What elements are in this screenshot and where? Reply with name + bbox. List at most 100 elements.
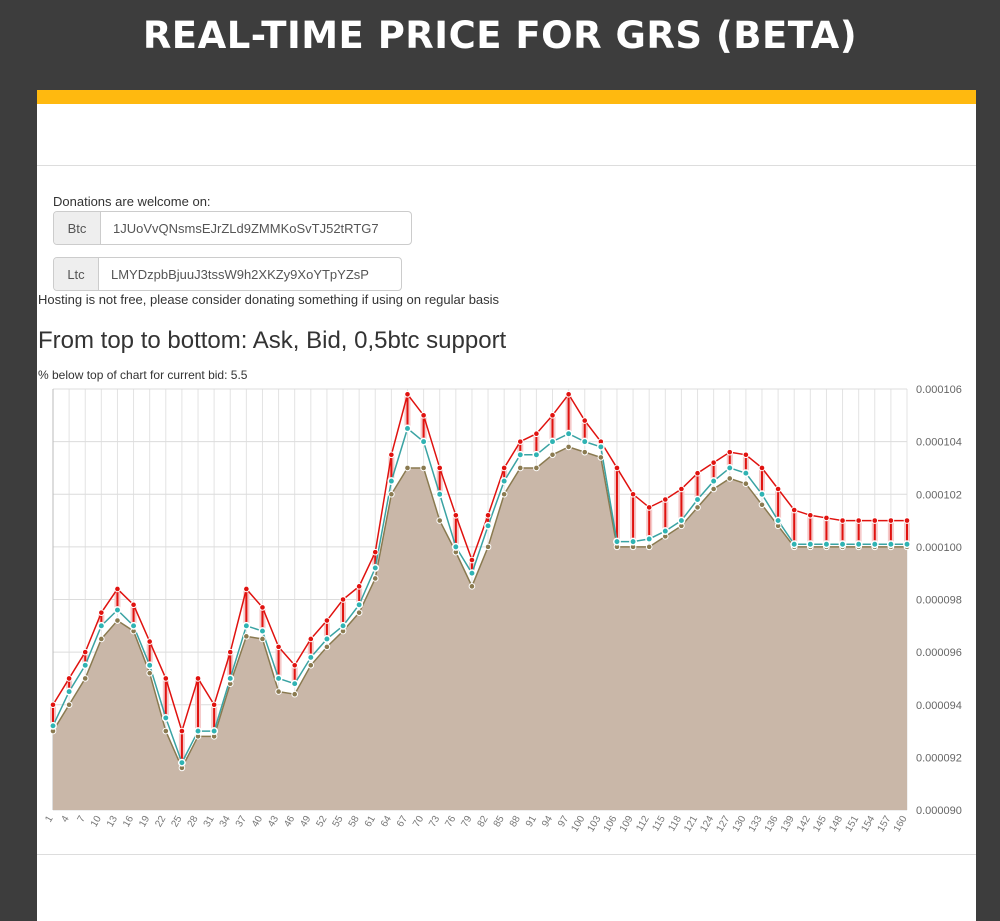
x-tick-label: 7 (76, 814, 89, 825)
ask-point (645, 504, 653, 511)
ask-point (130, 601, 137, 609)
support-point (516, 464, 524, 472)
x-tick-label: 73 (427, 814, 442, 830)
x-tick-label: 151 (843, 814, 861, 834)
bid-point (741, 469, 750, 478)
x-tick-label: 121 (682, 814, 700, 834)
ask-point (758, 464, 766, 472)
y-tick-label: 0.000094 (916, 700, 962, 712)
ask-point (790, 506, 798, 514)
x-tick-label: 160 (892, 814, 910, 834)
bid-point (258, 627, 267, 636)
bid-point (580, 437, 589, 446)
x-tick-label: 130 (731, 814, 749, 834)
bid-point (129, 621, 138, 630)
ask-point (275, 643, 282, 651)
support-point (484, 543, 492, 551)
bid-point (838, 540, 847, 549)
x-tick-label: 154 (860, 814, 878, 834)
current-bid-pct: % below top of chart for current bid: 5.… (38, 368, 247, 382)
y-tick-label: 0.000092 (916, 752, 962, 764)
bid-point (613, 537, 621, 546)
ask-point (307, 635, 315, 643)
ask-point (404, 390, 411, 398)
ask-point (662, 496, 669, 503)
ask-point (49, 701, 57, 709)
x-tick-label: 40 (250, 814, 265, 830)
bid-point (194, 727, 202, 736)
bid-point (870, 540, 879, 549)
ask-point (742, 451, 750, 459)
ask-point (371, 548, 379, 556)
ask-point (839, 517, 846, 524)
hosting-note: Hosting is not free, please consider don… (38, 292, 500, 307)
bid-point (790, 540, 799, 549)
ask-point (146, 638, 153, 645)
ltc-address-group[interactable]: Ltc LMYDzpbBjuuJ3tssW9h2XKZy9XoYTpYZsP (53, 257, 402, 291)
x-tick-label: 88 (508, 814, 523, 830)
support-point (323, 643, 331, 651)
bid-point (467, 569, 476, 578)
bid-point (161, 713, 170, 722)
bid-point (113, 606, 122, 614)
ltc-label: Ltc (54, 258, 99, 290)
bid-point (419, 437, 428, 446)
ask-point (726, 448, 734, 456)
price-chart: 0.000106 0.000104 0.000102 0.000100 0.000098… (43, 384, 962, 834)
ask-point (516, 438, 524, 445)
chart-heading: From top to bottom: Ask, Bid, 0,5btc sup… (38, 327, 507, 354)
ask-point (903, 517, 911, 524)
ask-point (243, 585, 250, 593)
support-point (162, 727, 170, 735)
ltc-address-field[interactable]: LMYDzpbBjuuJ3tssW9h2XKZy9XoYTpYZsP (99, 258, 381, 290)
x-tick-label: 64 (379, 814, 394, 830)
x-tick-label: 25 (169, 814, 184, 830)
ask-point (533, 430, 540, 438)
btc-address-group[interactable]: Btc 1JUoVvQNsmsEJrZLd9ZMMKoSvTJ52tRTG7 (53, 211, 412, 245)
bid-point (629, 537, 638, 546)
support-point (146, 669, 153, 677)
bid-point (758, 490, 766, 499)
btc-address-field[interactable]: 1JUoVvQNsmsEJrZLd9ZMMKoSvTJ52tRTG7 (101, 212, 391, 244)
bid-point (226, 674, 235, 683)
bid-point (81, 661, 90, 670)
ask-point (678, 485, 685, 493)
support-point (275, 688, 282, 695)
support-point (243, 633, 250, 640)
x-tick-label: 19 (137, 814, 152, 830)
x-tick-label: 112 (634, 814, 652, 834)
x-tick-label: 1 (43, 814, 56, 825)
support-point (597, 454, 605, 461)
support-point (710, 485, 717, 493)
bid-point (177, 758, 186, 767)
x-tick-label: 127 (714, 814, 732, 834)
x-tick-label: 43 (266, 814, 281, 830)
ask-point (178, 727, 186, 735)
x-tick-label: 85 (492, 814, 507, 830)
x-tick-label: 148 (827, 814, 845, 834)
x-tick-label: 100 (569, 814, 587, 834)
ask-point (629, 490, 637, 498)
ask-point (887, 517, 895, 524)
support-point (581, 448, 589, 456)
x-tick-label: 16 (121, 814, 136, 830)
y-tick-label: 0.000096 (916, 647, 962, 659)
bid-point (886, 540, 895, 549)
ask-point (98, 609, 105, 616)
x-tick-label: 106 (602, 814, 620, 834)
bid-point (274, 674, 283, 683)
bid-point (210, 727, 219, 736)
support-point (533, 464, 540, 472)
bid-point (677, 516, 686, 525)
support-point (436, 517, 444, 524)
x-tick-label: 34 (218, 814, 233, 830)
x-tick-label: 31 (202, 814, 217, 830)
page-title: REAL-TIME PRICE FOR GRS (BETA) (142, 14, 858, 57)
bid-point (355, 600, 364, 609)
x-tick-label: 118 (667, 814, 685, 834)
ask-line (52, 392, 907, 734)
bid-point (290, 679, 299, 688)
support-point (742, 480, 750, 488)
x-tick-label: 97 (556, 814, 571, 830)
bid-point (596, 442, 605, 451)
